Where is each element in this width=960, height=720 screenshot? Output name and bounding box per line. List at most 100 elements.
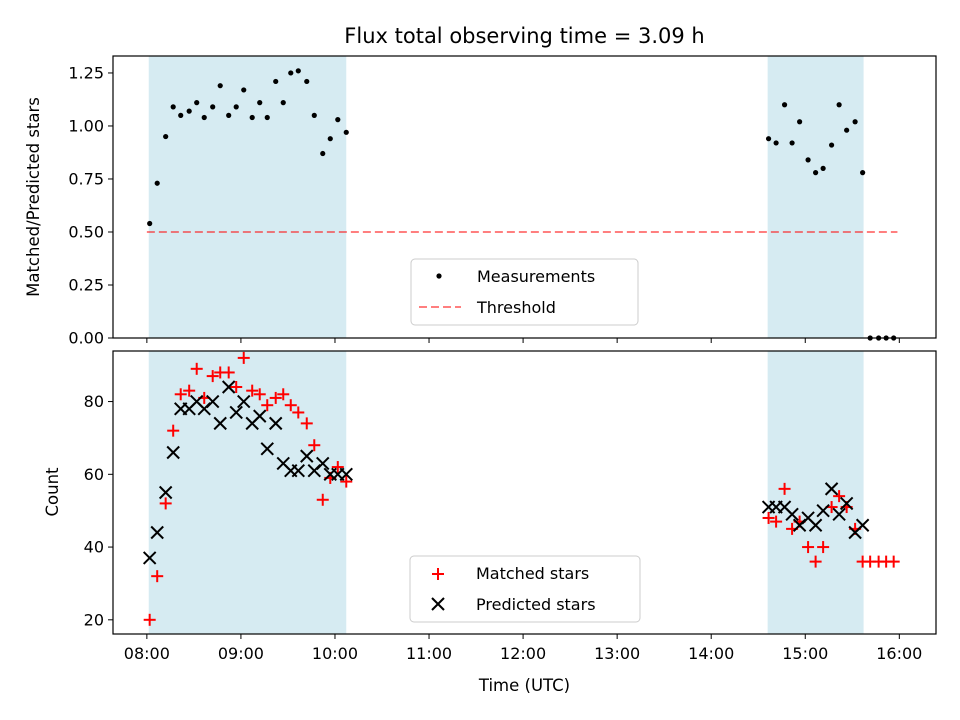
matched-star-point bbox=[817, 541, 830, 554]
matched-star-point bbox=[253, 388, 266, 401]
legend-measurements-marker bbox=[436, 273, 442, 279]
matched-star-point bbox=[206, 370, 219, 383]
matched-star-point bbox=[222, 366, 235, 379]
observing-window-shade bbox=[767, 56, 864, 338]
matched-star-point bbox=[340, 475, 353, 488]
measurement-point bbox=[186, 108, 192, 114]
bottom-y-axis-label: Count bbox=[43, 467, 62, 517]
measurement-point bbox=[852, 119, 858, 125]
top-panel: 0.00 0.25 0.50 0.75 1.00 1.25 Matched/Predict… bbox=[24, 55, 937, 348]
matched-star-point bbox=[246, 384, 259, 397]
predicted-star-point bbox=[150, 525, 164, 540]
measurement-point bbox=[765, 136, 772, 142]
matched-star-point bbox=[143, 613, 156, 626]
x-tick-label: 11:00 bbox=[406, 644, 452, 663]
predicted-star-point bbox=[816, 503, 830, 518]
measurement-point bbox=[241, 87, 247, 93]
measurement-point bbox=[320, 150, 326, 157]
matched-star-point bbox=[159, 497, 172, 510]
top-legend-box bbox=[410, 258, 639, 326]
predicted-star-point bbox=[808, 518, 823, 532]
predicted-star-point bbox=[205, 394, 220, 409]
y-tick-label: 40 bbox=[84, 538, 104, 557]
x-tick-label: 12:00 bbox=[500, 644, 546, 663]
top-legend: Measurements Threshold bbox=[410, 258, 639, 326]
matched-star-point bbox=[183, 384, 196, 397]
measurement-point bbox=[789, 140, 795, 146]
measurement-point bbox=[311, 112, 317, 118]
predicted-star-point bbox=[142, 551, 157, 565]
measurement-point bbox=[295, 68, 301, 74]
top-panel-frame bbox=[112, 55, 937, 339]
matched-star-point bbox=[809, 555, 822, 568]
predicted-star-point bbox=[253, 409, 267, 423]
legend-matched-marker bbox=[432, 568, 444, 580]
measurement-point bbox=[170, 104, 176, 110]
measurement-point bbox=[201, 114, 207, 121]
measurement-point bbox=[264, 114, 270, 121]
matched-star-point bbox=[237, 351, 250, 364]
measurement-point bbox=[335, 117, 341, 123]
measurement-point bbox=[163, 133, 169, 140]
matched-star-point bbox=[284, 399, 297, 412]
legend-threshold-label: Threshold bbox=[476, 298, 556, 317]
measurement-point bbox=[257, 100, 263, 106]
x-tick-label: 16:00 bbox=[876, 644, 922, 663]
y-tick-label: 0.75 bbox=[68, 169, 104, 188]
matched-star-point bbox=[167, 424, 180, 437]
y-tick-label: 0.50 bbox=[68, 222, 104, 241]
matched-star-point bbox=[770, 515, 783, 528]
measurement-point bbox=[805, 157, 811, 163]
measurement-point bbox=[210, 104, 216, 110]
predicted-star-point bbox=[839, 496, 854, 511]
chart-title: Flux total observing time = 3.09 h bbox=[344, 24, 704, 48]
matched-star-point bbox=[331, 461, 344, 474]
matched-star-point bbox=[151, 570, 164, 583]
measurement-point bbox=[147, 220, 153, 227]
matched-star-point bbox=[833, 490, 846, 503]
measurement-point bbox=[233, 104, 239, 110]
matched-star-point bbox=[887, 555, 900, 568]
legend-measurements-label: Measurements bbox=[477, 267, 595, 286]
measurement-point bbox=[844, 127, 850, 133]
measurement-point bbox=[249, 114, 255, 121]
predicted-star-point bbox=[832, 507, 846, 522]
measurement-point bbox=[217, 83, 223, 89]
measurement-point bbox=[828, 142, 835, 148]
matched-star-point bbox=[277, 388, 290, 401]
matched-star-point bbox=[230, 381, 243, 394]
matched-star-point bbox=[308, 439, 321, 452]
predicted-star-point bbox=[785, 507, 799, 522]
observing-window-shade bbox=[148, 56, 347, 338]
top-y-axis-label: Matched/Predicted stars bbox=[24, 97, 43, 297]
bottom-panel-frame bbox=[112, 350, 937, 635]
measurement-point bbox=[781, 102, 788, 108]
predicted-star-point bbox=[158, 485, 173, 500]
x-tick-label: 09:00 bbox=[218, 644, 264, 663]
matched-star-point bbox=[316, 493, 329, 506]
measurement-point bbox=[178, 112, 184, 118]
x-tick-label: 15:00 bbox=[782, 644, 828, 663]
matched-star-point bbox=[174, 388, 187, 401]
measurement-point bbox=[304, 78, 310, 85]
observing-window-shade bbox=[767, 351, 864, 634]
measurement-point bbox=[836, 102, 842, 108]
legend-predicted-marker bbox=[431, 597, 445, 611]
predicted-star-point bbox=[269, 416, 283, 431]
predicted-star-point bbox=[339, 467, 353, 482]
measurement-point bbox=[327, 136, 333, 142]
predicted-star-point bbox=[824, 482, 839, 496]
y-tick-label: 80 bbox=[84, 392, 104, 411]
y-tick-label: 1.00 bbox=[68, 116, 104, 135]
bottom-legend: Matched stars Predicted stars bbox=[409, 555, 641, 623]
predicted-star-point bbox=[166, 445, 180, 460]
x-tick-label: 13:00 bbox=[594, 644, 640, 663]
y-tick-label: 0.00 bbox=[68, 329, 104, 348]
y-tick-label: 20 bbox=[84, 610, 104, 629]
x-tick-label: 10:00 bbox=[312, 644, 358, 663]
measurement-point bbox=[280, 100, 286, 106]
predicted-star-point bbox=[260, 442, 274, 456]
x-axis-label: Time (UTC) bbox=[478, 676, 570, 695]
matched-star-point bbox=[300, 417, 313, 430]
